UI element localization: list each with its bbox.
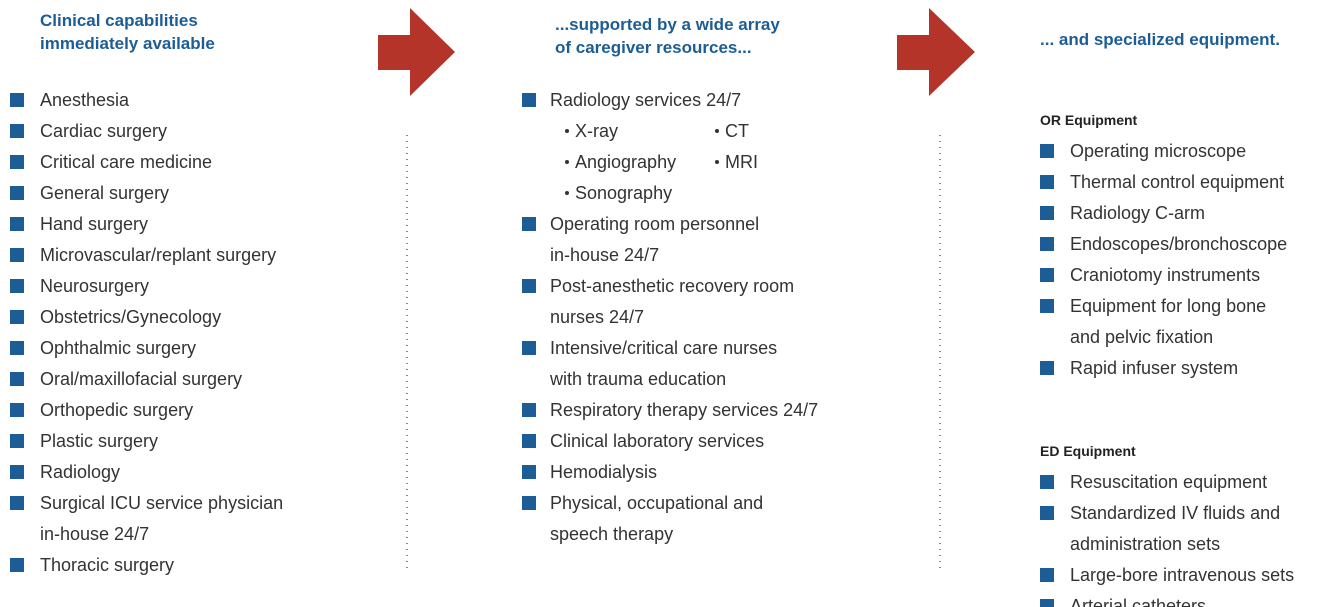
item-text: Hand surgery xyxy=(40,214,149,234)
item-text: Radiology xyxy=(40,462,121,482)
bullet xyxy=(10,124,24,138)
bullet xyxy=(10,155,24,169)
item-text: Hemodialysis xyxy=(550,462,658,482)
bullet xyxy=(10,372,24,386)
arrow xyxy=(378,8,455,96)
subitem-text: CT xyxy=(725,121,749,141)
bullet xyxy=(10,93,24,107)
bullet xyxy=(522,93,536,107)
item-text: Critical care medicine xyxy=(40,152,213,172)
bullet xyxy=(1040,144,1054,158)
bullet xyxy=(522,279,536,293)
item-text: Thermal control equipment xyxy=(1070,172,1285,192)
item-text: speech therapy xyxy=(550,524,674,544)
bullet xyxy=(10,496,24,510)
item-text: Respiratory therapy services 24/7 xyxy=(550,400,819,420)
bullet xyxy=(10,217,24,231)
column-title: immediately available xyxy=(40,34,215,53)
item-text: Oral/maxillofacial surgery xyxy=(40,369,243,389)
item-text: Equipment for long bone xyxy=(1070,296,1267,316)
item-text: in-house 24/7 xyxy=(40,524,150,544)
column-title: of caregiver resources... xyxy=(555,38,752,57)
column-title: Clinical capabilities xyxy=(40,11,198,30)
bullet xyxy=(10,279,24,293)
sub-bullet xyxy=(715,129,719,133)
item-text: Standardized IV fluids and xyxy=(1070,503,1281,523)
item-text: and pelvic fixation xyxy=(1070,327,1214,347)
item-text: Surgical ICU service physician xyxy=(40,493,284,513)
bullet xyxy=(522,341,536,355)
bullet xyxy=(10,434,24,448)
bullet xyxy=(10,248,24,262)
item-text: Operating room personnel xyxy=(550,214,760,234)
bullet xyxy=(10,310,24,324)
bullet xyxy=(1040,599,1054,607)
sub-bullet xyxy=(565,129,569,133)
item-text: Radiology services 24/7 xyxy=(550,90,742,110)
item-text: nurses 24/7 xyxy=(550,307,645,327)
subitem-text: MRI xyxy=(725,152,758,172)
bullet xyxy=(522,465,536,479)
bullet xyxy=(10,558,24,572)
bullet xyxy=(10,186,24,200)
item-text: Plastic surgery xyxy=(40,431,159,451)
item-text: Rapid infuser system xyxy=(1070,358,1239,378)
subitem-text: Angiography xyxy=(575,152,677,172)
item-text: Resuscitation equipment xyxy=(1070,472,1268,492)
item-text: Post-anesthetic recovery room xyxy=(550,276,795,296)
subitem-text: Sonography xyxy=(575,183,673,203)
sub-bullet xyxy=(565,191,569,195)
bullet xyxy=(1040,237,1054,251)
group-heading: ED Equipment xyxy=(1040,443,1136,459)
item-text: Large-bore intravenous sets xyxy=(1070,565,1295,585)
item-text: Arterial catheters xyxy=(1070,596,1207,607)
item-text: Intensive/critical care nurses xyxy=(550,338,778,358)
bullet xyxy=(1040,206,1054,220)
bullet xyxy=(10,403,24,417)
item-text: Endoscopes/bronchoscope xyxy=(1070,234,1288,254)
bullet xyxy=(1040,299,1054,313)
item-text: Radiology C-arm xyxy=(1070,203,1206,223)
sub-bullet xyxy=(715,160,719,164)
bullet xyxy=(1040,506,1054,520)
item-text: Clinical laboratory services xyxy=(550,431,765,451)
column-title: ... and specialized equipment. xyxy=(1040,30,1280,49)
bullet xyxy=(1040,268,1054,282)
bullet xyxy=(10,341,24,355)
group-heading: OR Equipment xyxy=(1040,112,1138,128)
bullet xyxy=(10,465,24,479)
item-text: with trauma education xyxy=(550,369,727,389)
item-text: Neurosurgery xyxy=(40,276,150,296)
bullet xyxy=(522,434,536,448)
item-text: Thoracic surgery xyxy=(40,555,175,575)
item-text: Operating microscope xyxy=(1070,141,1247,161)
item-text: Obstetrics/Gynecology xyxy=(40,307,222,327)
item-text: Orthopedic surgery xyxy=(40,400,194,420)
item-text: administration sets xyxy=(1070,534,1221,554)
bullet xyxy=(1040,475,1054,489)
subitem-text: X-ray xyxy=(575,121,619,141)
column-title: ...supported by a wide array xyxy=(555,15,780,34)
bullet xyxy=(1040,361,1054,375)
item-text: Physical, occupational and xyxy=(550,493,764,513)
bullet xyxy=(1040,175,1054,189)
arrow xyxy=(897,8,975,96)
item-text: Microvascular/replant surgery xyxy=(40,245,277,265)
item-text: General surgery xyxy=(40,183,170,203)
bullet xyxy=(522,403,536,417)
item-text: in-house 24/7 xyxy=(550,245,660,265)
sub-bullet xyxy=(565,160,569,164)
item-text: Cardiac surgery xyxy=(40,121,168,141)
bullet xyxy=(522,217,536,231)
item-text: Anesthesia xyxy=(40,90,130,110)
bullet xyxy=(522,496,536,510)
item-text: Ophthalmic surgery xyxy=(40,338,197,358)
item-text: Craniotomy instruments xyxy=(1070,265,1261,285)
bullet xyxy=(1040,568,1054,582)
